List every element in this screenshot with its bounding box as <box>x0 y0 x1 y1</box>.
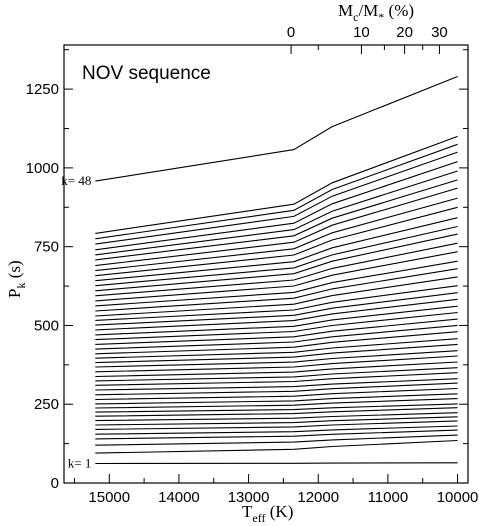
x-tick-label: 13000 <box>228 489 270 506</box>
series-line-k13 <box>95 387 458 401</box>
series-line-k7 <box>95 416 458 426</box>
x-tick-labels: 15000 14000 13000 12000 11000 10000 <box>88 489 478 506</box>
series-line-k33 <box>95 260 458 307</box>
series-line-k29 <box>95 292 458 326</box>
series-line-k25 <box>95 318 458 345</box>
series-line-k2 <box>95 439 458 454</box>
x-axis-title: Teff (K) <box>242 502 293 525</box>
series-line-k10 <box>95 403 458 413</box>
series-line-k24 <box>95 324 458 350</box>
series-line-k4 <box>95 429 458 440</box>
series-line-k42 <box>95 179 458 261</box>
series-line-k31 <box>95 276 458 317</box>
series-line-k23 <box>95 331 458 355</box>
series-line-k47 <box>95 135 458 234</box>
series-line-k38 <box>95 217 458 282</box>
y-axis-main: P <box>5 289 24 298</box>
top-tick-label: 0 <box>287 24 295 41</box>
series-line-k40 <box>95 197 458 272</box>
k-label: k= 1 <box>68 455 92 470</box>
series-line-k12 <box>95 393 458 405</box>
top-axis-s1: c <box>353 10 358 24</box>
series-line-k35 <box>95 242 458 297</box>
series-line-k30 <box>95 285 458 321</box>
top-tick-labels: 0 10 20 30 <box>287 24 448 41</box>
y-tick-label: 750 <box>34 239 59 256</box>
series-line-k8 <box>95 412 458 422</box>
top-axis-s2: * <box>378 10 384 24</box>
top-axis-m1: M <box>338 1 353 20</box>
series-line-k46 <box>95 143 458 240</box>
y-tick-label: 1250 <box>26 81 59 98</box>
series-line-k18 <box>95 361 458 378</box>
series-line-k48 <box>95 75 458 182</box>
series-line-k43 <box>95 170 458 256</box>
series-line-k37 <box>95 225 458 287</box>
series-line-k44 <box>95 161 458 251</box>
top-tick-label: 30 <box>431 24 448 41</box>
series-line-k26 <box>95 311 458 341</box>
series-line-k17 <box>95 367 458 382</box>
series-line-k14 <box>95 382 458 396</box>
series-line-k16 <box>95 372 458 386</box>
series-line-k5 <box>95 425 458 435</box>
plot-frame <box>63 44 469 484</box>
series-line-k6 <box>95 420 458 430</box>
x-tick-label: 10000 <box>437 489 479 506</box>
top-axis-title: Mc/M* (%) <box>338 1 414 24</box>
y-axis-unit: (s) <box>5 260 24 282</box>
series-line-k9 <box>95 407 458 417</box>
series-line-k32 <box>95 268 458 312</box>
y-axis-title: Pk (s) <box>5 260 28 298</box>
y-axis-sub: k <box>14 283 28 289</box>
x-tick-label: 15000 <box>88 489 130 506</box>
y-tick-label: 1000 <box>26 160 59 177</box>
series-line-k1 <box>95 462 458 465</box>
series-line-k3 <box>95 434 458 446</box>
top-tick-label: 20 <box>396 24 413 41</box>
y-tick-labels: 0 250 500 750 1000 1250 <box>26 81 59 492</box>
series-line-k11 <box>95 398 458 409</box>
x-tick-label: 14000 <box>158 489 200 506</box>
series-line-k39 <box>95 206 458 277</box>
series-line-k22 <box>95 338 458 359</box>
series-line-k41 <box>95 187 458 267</box>
y-tick-label: 500 <box>34 317 59 334</box>
x-tick-label: 11000 <box>368 489 409 506</box>
series-line-k21 <box>95 343 458 364</box>
series-line-k28 <box>95 298 458 331</box>
top-axis-unit: (%) <box>384 1 414 20</box>
series-line-k27 <box>95 305 458 336</box>
series-line-k19 <box>95 355 458 373</box>
k-label: k= 48 <box>61 173 91 188</box>
chart-annotation: NOV sequence <box>82 63 211 84</box>
x-axis-sub: eff <box>252 511 265 525</box>
top-tick-label: 10 <box>353 24 370 41</box>
series-lines <box>95 75 458 465</box>
x-axis-unit: (K) <box>266 502 294 521</box>
y-tick-label: 250 <box>34 396 59 413</box>
k-labels: k= 1 k= 48 <box>61 173 91 470</box>
series-line-k15 <box>95 378 458 391</box>
series-line-k34 <box>95 251 458 302</box>
x-tick-label: 12000 <box>297 489 339 506</box>
top-axis-slash: /M <box>358 1 378 20</box>
x-axis-main: T <box>242 502 253 521</box>
series-line-k36 <box>95 233 458 292</box>
y-tick-label: 0 <box>51 475 59 492</box>
series-line-k45 <box>95 151 458 245</box>
series-line-k20 <box>95 350 458 368</box>
